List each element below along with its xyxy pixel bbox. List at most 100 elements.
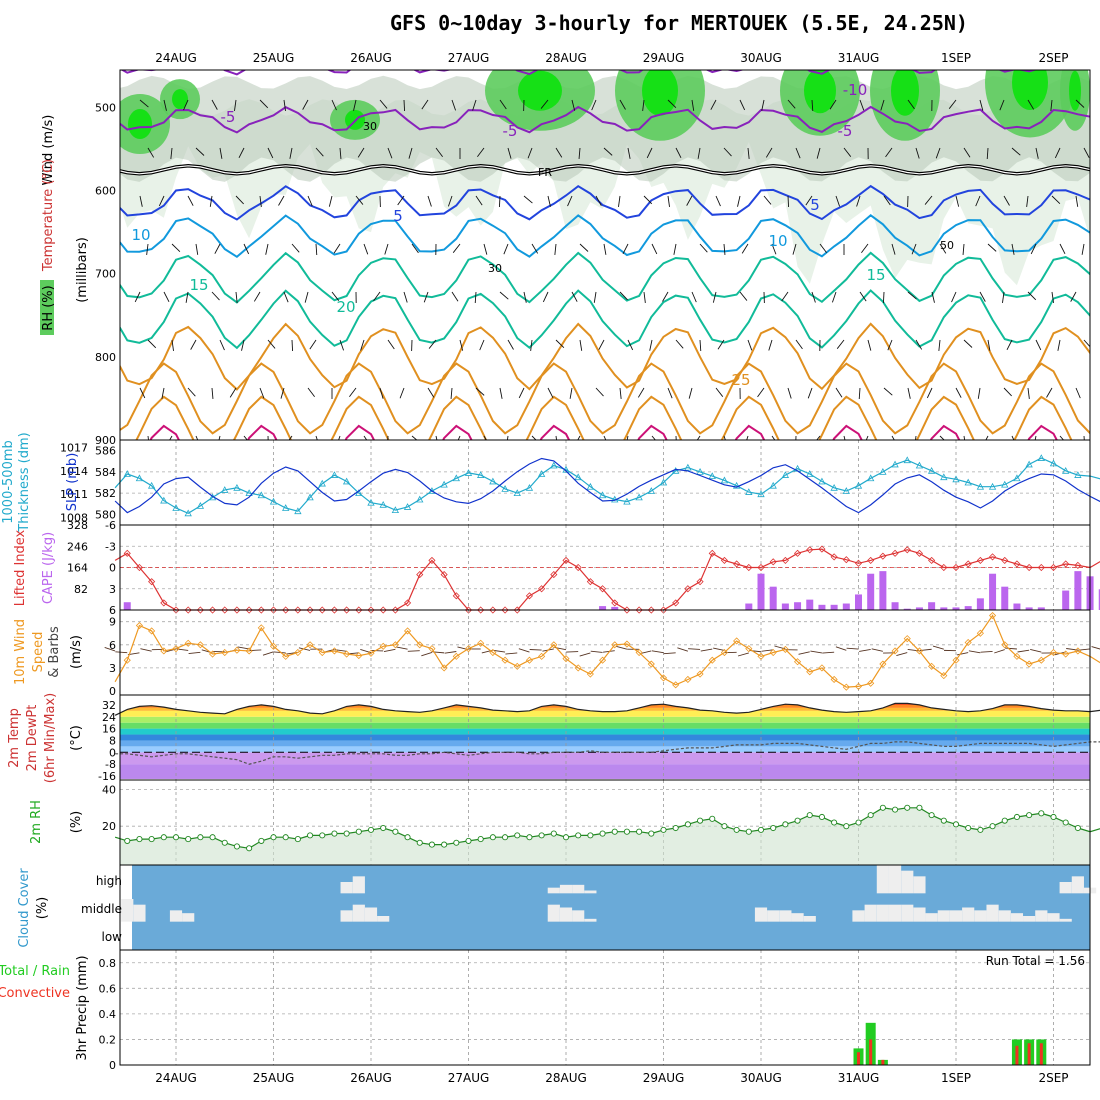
rh2m-series-marker xyxy=(477,836,484,843)
isotherm--5 xyxy=(120,105,1090,134)
contour-label: 10 xyxy=(131,226,150,244)
thickness-series-marker xyxy=(1074,471,1082,478)
thickness-series-marker xyxy=(1037,454,1045,461)
lifted-index-series-marker xyxy=(672,599,680,607)
upper-wind-barb xyxy=(531,243,539,254)
top-date-label: 27AUG xyxy=(448,51,490,65)
thickness-series-marker xyxy=(1049,459,1058,467)
upper-wind-barb xyxy=(283,99,286,111)
upper-wind-barb xyxy=(691,99,695,111)
upper-wind-barb xyxy=(579,339,583,351)
upper-wind-barb xyxy=(691,291,697,303)
thickness-series-marker xyxy=(659,478,668,486)
lifted-index-series-marker xyxy=(538,585,546,593)
upper-wind-barb xyxy=(1075,387,1081,399)
wind-speed-series-marker xyxy=(830,675,838,684)
upper-wind-barb xyxy=(1011,243,1015,255)
cape-tick: 246 xyxy=(67,540,88,553)
surface-wind-barb xyxy=(956,652,969,656)
upper-wind-barb xyxy=(147,147,155,158)
upper-wind-barb xyxy=(915,339,923,350)
upper-wind-barb xyxy=(985,435,989,440)
upper-wind-barb xyxy=(1027,387,1030,399)
upper-wind-barb xyxy=(882,291,885,304)
cloud-middle-block xyxy=(364,907,378,922)
contour-label: 5 xyxy=(810,196,820,214)
cloud-high-block xyxy=(1059,882,1072,894)
lifted-index-series-marker xyxy=(720,556,729,564)
thickness-series-marker xyxy=(245,489,253,497)
thickness-series-marker xyxy=(452,474,460,482)
rh2m-series-marker xyxy=(319,832,326,839)
thickness-series-marker xyxy=(160,496,168,504)
contour-label: 20 xyxy=(336,298,355,316)
rh2m-series-marker xyxy=(855,819,862,826)
upper-wind-barb xyxy=(787,99,796,109)
cloud-unit: (%) xyxy=(35,897,50,920)
precip-axis-label: 3hr Precip (mm) xyxy=(75,955,90,1060)
upper-wind-barb xyxy=(571,291,578,302)
thickness-series-marker xyxy=(988,482,997,490)
upper-wind-barb xyxy=(739,99,746,111)
upper-wind-barb xyxy=(339,147,342,159)
lifted-index-series-marker xyxy=(928,556,936,564)
upper-wind-barb xyxy=(907,387,911,399)
upper-wind-barb xyxy=(643,291,646,303)
wind-speed-series-marker xyxy=(928,662,936,670)
lifted-index-series-marker xyxy=(148,578,156,586)
bottom-date-label: 30AUG xyxy=(740,1071,782,1085)
upper-wind-barb xyxy=(675,147,682,159)
upper-wind-barb xyxy=(939,243,947,254)
surface-wind-barb xyxy=(421,652,433,657)
upper-wind-barb xyxy=(399,387,405,399)
lifted-index-series-marker xyxy=(1074,561,1082,569)
thickness-series-marker xyxy=(708,472,716,480)
surface-wind-barb xyxy=(505,652,518,655)
cloud-middle-block xyxy=(584,918,597,922)
wind-speed-series-marker xyxy=(696,670,704,678)
cape-bar xyxy=(976,598,984,610)
cloud-high-block xyxy=(340,882,353,894)
thickness-series-marker xyxy=(233,483,241,491)
upper-wind-barb xyxy=(1054,147,1061,159)
upper-wind-barb xyxy=(1002,291,1005,303)
top-date-label: 1SEP xyxy=(941,51,971,65)
lifted-index-series-marker xyxy=(684,585,692,593)
rh2m-series-marker xyxy=(233,843,240,850)
wind-speed-series-marker xyxy=(525,656,534,664)
upper-wind-barb xyxy=(307,387,315,398)
surface-wind-barb xyxy=(896,652,908,657)
lifted-index-series-marker xyxy=(793,549,802,557)
wind10-label-2: Speed xyxy=(31,632,46,673)
rh2m-series-marker xyxy=(904,804,911,811)
thickness-series-marker xyxy=(830,483,838,491)
wind-speed-series-marker xyxy=(915,647,924,655)
upper-wind-barb xyxy=(593,291,597,303)
upper-wind-barb xyxy=(787,387,792,399)
upper-wind-barb xyxy=(307,195,313,207)
lifted-index-series-marker xyxy=(257,606,265,614)
rh-saturated-core xyxy=(804,70,836,114)
wind-speed-series-marker xyxy=(623,640,631,648)
thickness-series-marker xyxy=(757,490,765,498)
surface-wind-barb xyxy=(140,648,152,652)
lifted-index-series-marker xyxy=(513,606,521,614)
lifted-index-series-marker xyxy=(562,556,570,564)
temp-y-tick: 8 xyxy=(109,734,116,747)
rh-y-tick: 20 xyxy=(102,820,116,833)
upper-wind-barb xyxy=(747,339,753,351)
upper-wind-barb xyxy=(384,243,389,255)
upper-wind-barb xyxy=(673,243,677,255)
rh2m-series-marker xyxy=(611,828,618,835)
cape-bar xyxy=(745,603,753,610)
surface-wind-barb xyxy=(262,651,274,656)
upper-wind-barb xyxy=(1034,435,1037,440)
upper-wind-barb xyxy=(475,195,483,206)
upper-wind-barb xyxy=(278,195,285,206)
temperature-band xyxy=(120,752,1090,765)
upper-wind-barb xyxy=(238,147,245,159)
contour-label: FR xyxy=(538,166,552,179)
upper-wind-barb xyxy=(183,99,189,111)
thickness-y-tick: 582 xyxy=(95,487,116,500)
cape-bar xyxy=(757,573,765,610)
